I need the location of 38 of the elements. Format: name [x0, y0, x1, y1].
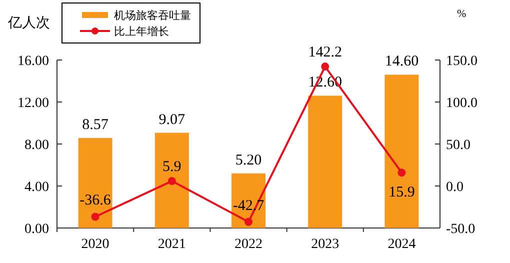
- bar: [78, 138, 112, 228]
- point: [321, 62, 330, 71]
- point: [398, 168, 406, 177]
- y2-tick-label: 0.0: [446, 180, 464, 195]
- y-tick-label: 8.00: [24, 138, 49, 153]
- y2-tick-label: 50.0: [446, 138, 470, 153]
- y2-tick-label: -50.0: [446, 222, 476, 237]
- point: [244, 218, 252, 226]
- bar: [384, 74, 419, 228]
- data-label: -36.6: [80, 192, 112, 209]
- y-axis-title: 亿人次: [7, 15, 50, 31]
- data-label: -42.7: [232, 198, 265, 214]
- y-tick-label: 16.00: [18, 54, 49, 69]
- legend-label: 机场旅客吞吐量: [114, 9, 191, 22]
- data-label: 14.60: [384, 54, 419, 70]
- data-label: 5.20: [235, 152, 262, 168]
- data-label: 5.9: [162, 159, 182, 176]
- data-label: 15.9: [388, 184, 415, 201]
- bar: [308, 96, 342, 228]
- bar: [154, 132, 189, 228]
- data-label: 9.07: [158, 112, 186, 128]
- y2-tick-label: 150.0: [446, 54, 478, 69]
- y2-axis-title: %: [457, 8, 466, 20]
- legend-label: 比上年增长: [114, 25, 169, 38]
- y-tick-label: 12.00: [18, 96, 49, 111]
- x-tick-label: 2023: [311, 237, 340, 252]
- data-label: 142.2: [308, 44, 342, 61]
- y2-tick-label: 100.0: [446, 96, 478, 111]
- point: [91, 212, 100, 221]
- y-tick-label: 0.00: [24, 222, 49, 237]
- y-tick-label: 4.00: [24, 180, 49, 195]
- x-tick-label: 2024: [388, 237, 416, 252]
- x-tick-label: 2020: [81, 237, 110, 252]
- x-tick-label: 2022: [234, 237, 262, 252]
- data-label: 8.57: [82, 117, 109, 134]
- bar: [232, 173, 266, 228]
- point: [168, 177, 176, 186]
- x-tick-label: 2021: [158, 237, 186, 252]
